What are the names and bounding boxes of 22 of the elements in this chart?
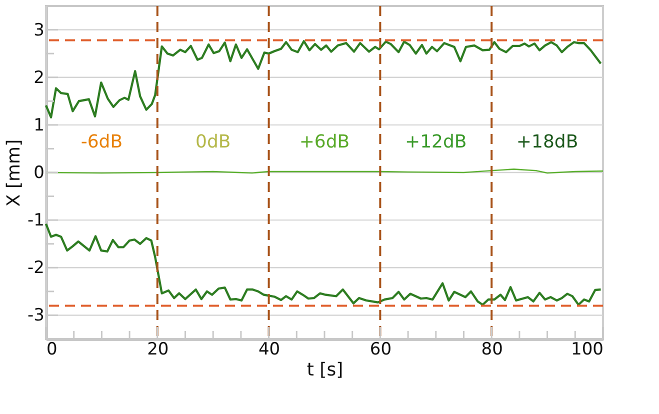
- annotation: 0dB: [195, 132, 231, 153]
- y-tick-label: 2: [34, 68, 44, 88]
- x-tick-label: 0: [46, 340, 58, 360]
- line-series: [44, 40, 602, 118]
- x-tick-label: 60: [370, 340, 392, 360]
- x-axis-title: t [s]: [306, 360, 344, 380]
- y-axis-title: X [mm]: [4, 139, 25, 207]
- line-series: [44, 222, 602, 306]
- y-tick-label: -2: [28, 258, 44, 278]
- y-tick-label: -3: [28, 306, 44, 326]
- y-tick-label: 3: [34, 20, 44, 40]
- y-tick-label: 0: [34, 163, 44, 183]
- annotation: +18dB: [516, 132, 578, 153]
- y-tick-label: -1: [28, 210, 44, 231]
- x-tick-label: 80: [481, 340, 503, 360]
- x-tick-label: 40: [258, 340, 280, 360]
- annotation: +6dB: [299, 132, 350, 153]
- annotation: -6dB: [80, 132, 123, 153]
- annotation: +12dB: [405, 132, 467, 153]
- x-tick-label: 100: [571, 340, 604, 360]
- y-tick-label: 1: [34, 115, 44, 136]
- x-tick-label: 20: [147, 340, 169, 360]
